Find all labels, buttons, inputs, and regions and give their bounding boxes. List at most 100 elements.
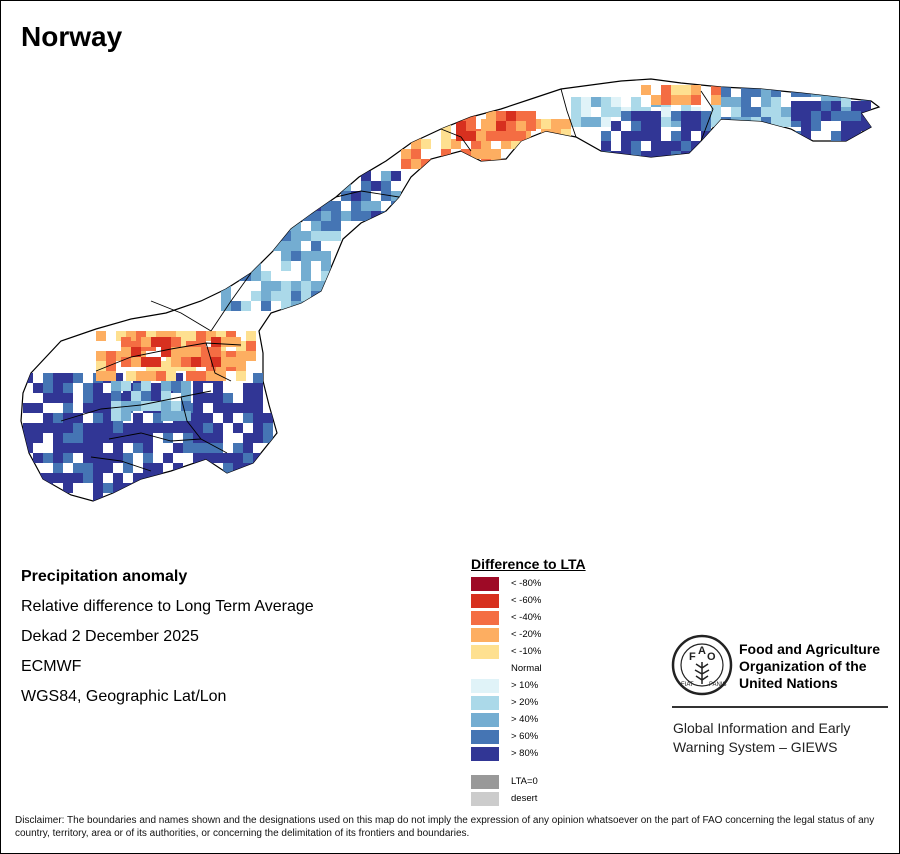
anomaly-cell: [791, 117, 801, 127]
anomaly-cell: [391, 191, 401, 201]
anomaly-cell: [811, 87, 821, 97]
anomaly-cell: [691, 141, 701, 151]
anomaly-cell: [641, 151, 651, 161]
anomaly-cell: [231, 251, 241, 261]
anomaly-cell: [301, 191, 311, 201]
anomaly-cell: [221, 281, 231, 291]
anomaly-cell: [146, 371, 156, 381]
anomaly-cell: [163, 423, 173, 433]
anomaly-cell: [671, 131, 681, 141]
anomaly-cell: [691, 121, 701, 131]
anomaly-cell: [671, 117, 681, 127]
anomaly-cell: [231, 241, 241, 251]
anomaly-cell: [233, 423, 243, 433]
anomaly-cell: [311, 221, 321, 231]
anomaly-cell: [481, 149, 491, 159]
anomaly-cell: [251, 291, 261, 301]
anomaly-cell: [93, 483, 103, 493]
anomaly-cell: [581, 97, 591, 107]
legend-item-label: > 40%: [511, 714, 539, 725]
anomaly-cell: [193, 433, 203, 443]
anomaly-cell: [243, 413, 253, 423]
anomaly-cell: [63, 383, 73, 393]
anomaly-cell: [123, 483, 133, 493]
anomaly-cell: [23, 403, 33, 413]
anomaly-cell: [173, 483, 183, 493]
info-line-2: Dekad 2 December 2025: [21, 628, 199, 645]
anomaly-cell: [591, 117, 601, 127]
anomaly-cell: [233, 453, 243, 463]
svg-text:F: F: [689, 651, 696, 663]
anomaly-cell: [261, 281, 271, 291]
anomaly-cell: [261, 271, 271, 281]
anomaly-cell: [501, 159, 511, 169]
anomaly-cell: [151, 337, 161, 347]
anomaly-cell: [263, 423, 273, 433]
anomaly-cell: [63, 413, 73, 423]
anomaly-cell: [561, 129, 571, 139]
anomaly-cell: [771, 117, 781, 127]
anomaly-cell: [136, 331, 146, 341]
anomaly-cell: [33, 403, 43, 413]
legend-extra-item-swatch: [471, 775, 499, 789]
anomaly-cell: [121, 381, 131, 391]
anomaly-cell: [571, 107, 581, 117]
precipitation-map: [20, 78, 881, 502]
anomaly-cell: [291, 221, 301, 231]
anomaly-cell: [136, 371, 146, 381]
anomaly-cell: [831, 111, 841, 121]
anomaly-cell: [241, 241, 251, 251]
anomaly-cell: [171, 357, 181, 367]
anomaly-cell: [203, 493, 213, 501]
anomaly-cell: [106, 361, 116, 371]
anomaly-cell: [621, 131, 631, 141]
anomaly-cell: [96, 371, 106, 381]
anomaly-cell: [171, 337, 181, 347]
legend-item-swatch: [471, 645, 499, 659]
anomaly-cell: [231, 357, 241, 367]
anomaly-cell: [661, 117, 671, 127]
anomaly-cell: [161, 347, 171, 357]
anomaly-cell: [221, 291, 231, 301]
anomaly-cell: [261, 211, 271, 221]
fao-name-line-2: Organization of the: [739, 658, 867, 674]
anomaly-cell: [771, 87, 781, 97]
anomaly-cell: [321, 171, 331, 181]
anomaly-cell: [641, 121, 651, 131]
anomaly-cell: [243, 393, 253, 403]
anomaly-cell: [471, 149, 481, 159]
anomaly-cell: [106, 371, 116, 381]
anomaly-cell: [641, 85, 651, 95]
fao-name-line-1: Food and Agriculture: [739, 641, 881, 657]
anomaly-cell: [201, 347, 211, 357]
anomaly-cell: [661, 85, 671, 95]
anomaly-cell: [681, 85, 691, 95]
anomaly-cell: [441, 159, 451, 169]
anomaly-cell: [243, 403, 253, 413]
legend-item-swatch: [471, 628, 499, 642]
anomaly-cell: [771, 107, 781, 117]
anomaly-cell: [33, 433, 43, 443]
anomaly-cell: [143, 483, 153, 493]
anomaly-cell: [83, 403, 93, 413]
anomaly-cell: [103, 433, 113, 443]
anomaly-cell: [156, 331, 166, 341]
legend-item-row: < -10%: [471, 644, 586, 661]
anomaly-cell: [233, 473, 243, 483]
anomaly-cell: [166, 371, 176, 381]
anomaly-cell: [831, 101, 841, 111]
anomaly-cell: [223, 453, 233, 463]
anomaly-cell: [671, 95, 681, 105]
legend-items: < -80% < -60% < -40% < -20% < -10% Normal > 10…: [471, 576, 586, 763]
anomaly-cell: [131, 401, 141, 411]
anomaly-cell: [121, 357, 131, 367]
anomaly-cell: [233, 403, 243, 413]
anomaly-cell: [291, 211, 301, 221]
anomaly-cell: [456, 121, 466, 131]
anomaly-cell: [531, 149, 541, 159]
anomaly-cell: [213, 493, 223, 501]
anomaly-cell: [171, 411, 181, 421]
anomaly-cell: [506, 111, 516, 121]
anomaly-cell: [741, 117, 751, 127]
